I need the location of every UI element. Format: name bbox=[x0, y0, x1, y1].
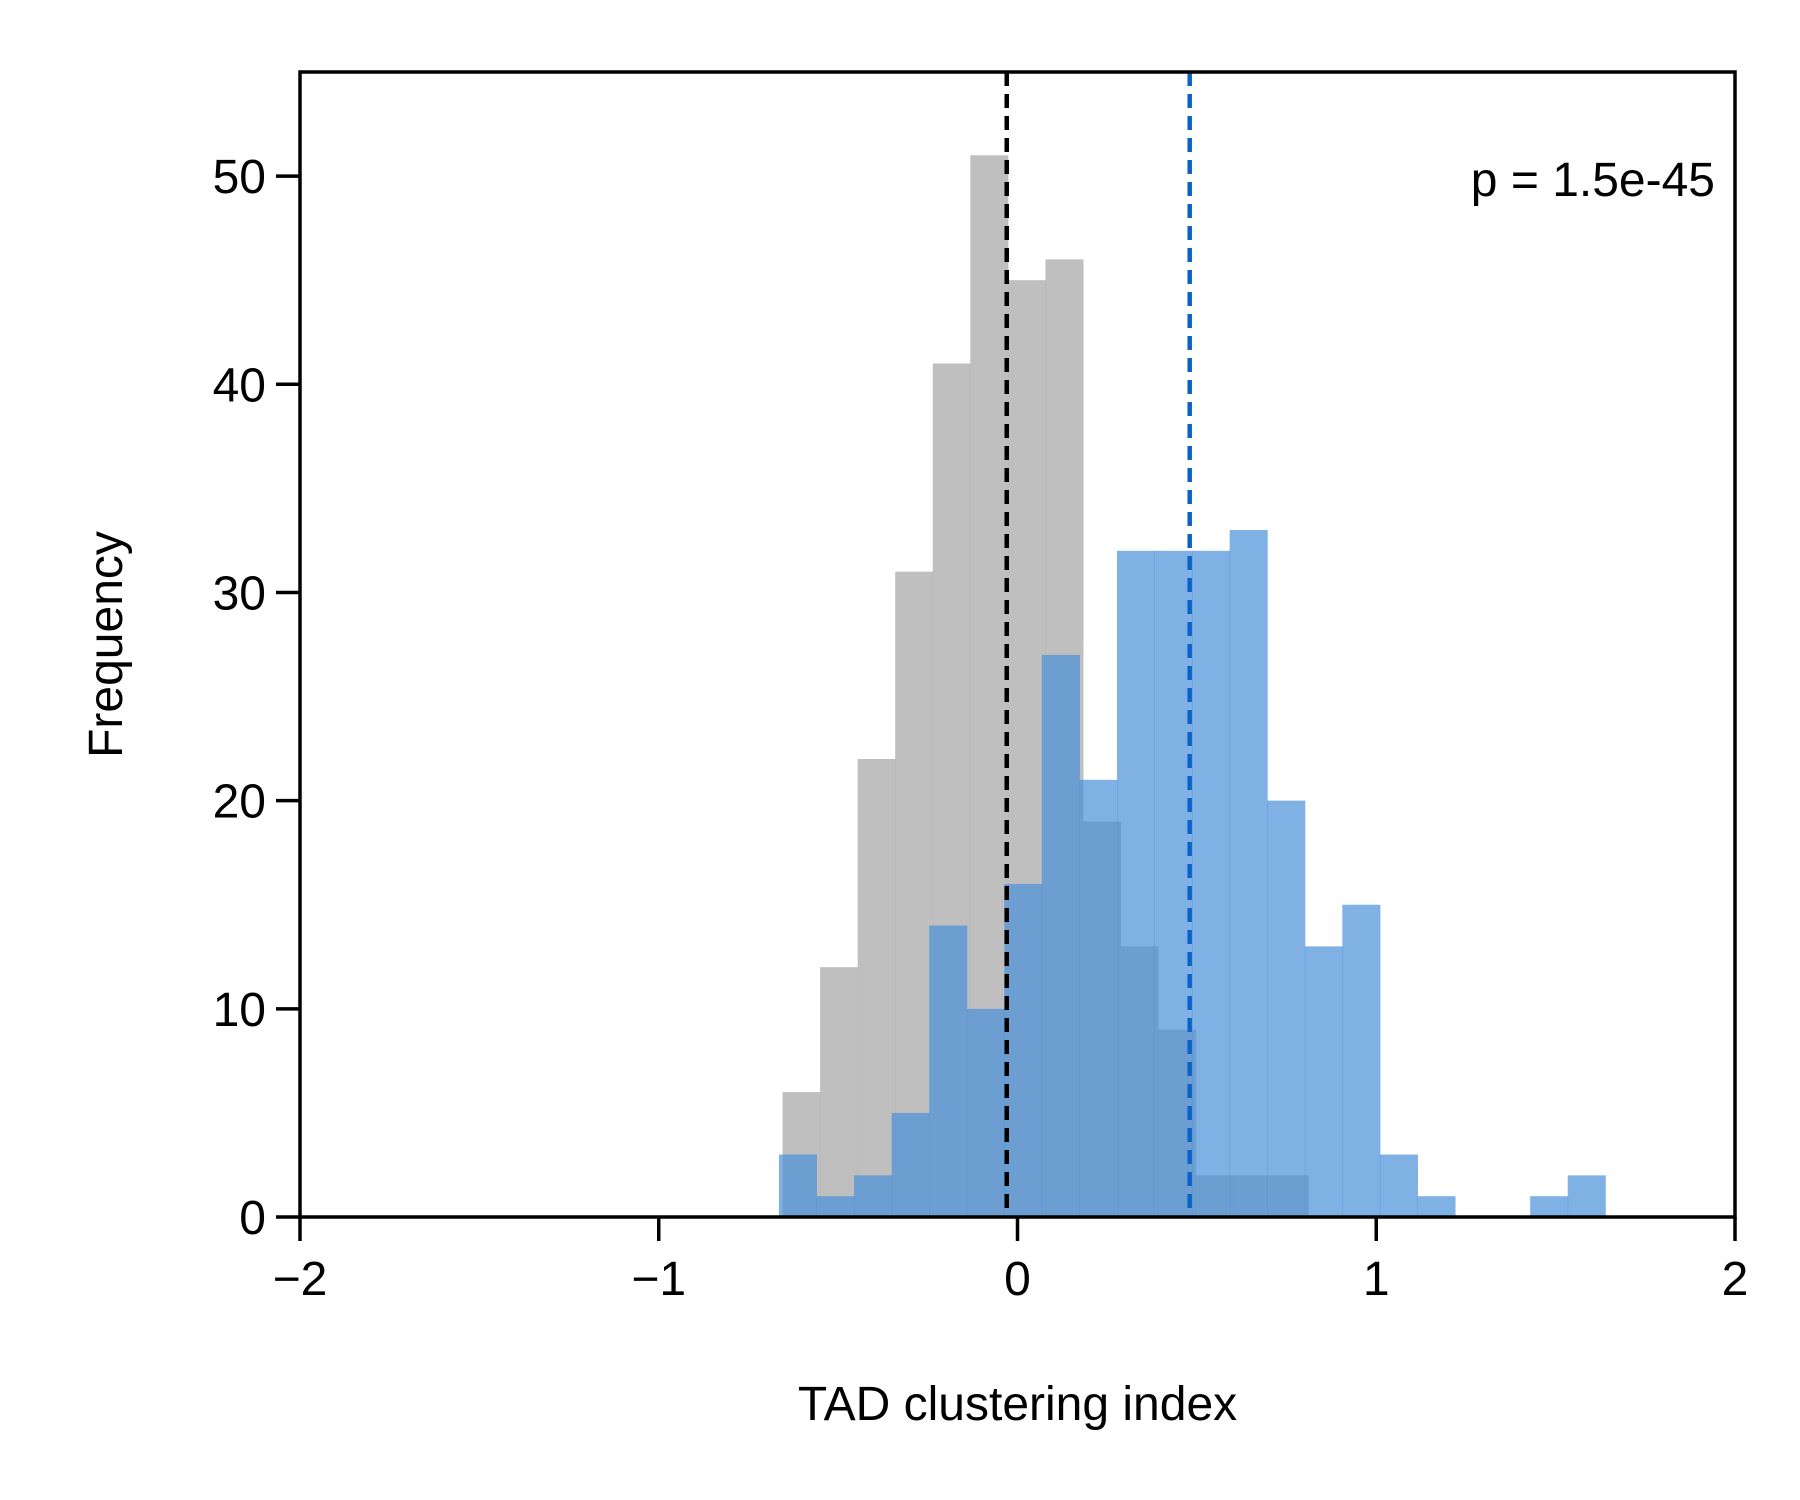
histogram-bar-series-0-bin-2 bbox=[857, 759, 896, 1217]
histogram-bar-series-0-bin-1 bbox=[820, 967, 859, 1217]
histogram-bar-series-1-bin-11 bbox=[1192, 550, 1231, 1217]
x-axis-label: TAD clustering index bbox=[798, 1378, 1237, 1431]
histogram-bar-series-1-bin-8 bbox=[1079, 779, 1118, 1217]
histogram-bar-series-1-bin-10 bbox=[1154, 550, 1193, 1217]
y-tick-label: 10 bbox=[213, 984, 266, 1037]
histogram-bar-series-1-bin-0 bbox=[778, 1154, 817, 1217]
histogram-bar-series-1-bin-12 bbox=[1229, 530, 1268, 1217]
y-axis-ticks: 0 10 20 30 40 50 bbox=[213, 151, 300, 1245]
x-axis-ticks: −2 −1 0 1 2 bbox=[273, 1217, 1749, 1306]
y-tick-label: 30 bbox=[213, 567, 266, 620]
x-tick-label: −1 bbox=[631, 1253, 686, 1306]
histogram-bar-series-1-bin-4 bbox=[929, 925, 968, 1217]
histogram-bar-series-1-bin-15 bbox=[1342, 904, 1381, 1217]
histogram-bar-series-1-bin-1 bbox=[816, 1196, 855, 1217]
x-tick-label: 0 bbox=[1004, 1253, 1031, 1306]
mean-lines bbox=[1004, 72, 1192, 1217]
histogram-bar-series-1-bin-21 bbox=[1567, 1175, 1606, 1217]
histogram-bar-series-1-bin-20 bbox=[1530, 1196, 1569, 1217]
histogram-bar-series-1-bin-3 bbox=[891, 1112, 930, 1217]
histogram-bar-series-1-bin-9 bbox=[1116, 550, 1156, 1217]
histogram-bar-series-1-bin-13 bbox=[1267, 800, 1306, 1217]
x-tick-label: 1 bbox=[1363, 1253, 1390, 1306]
histogram-bars bbox=[778, 155, 1606, 1218]
y-tick-label: 20 bbox=[213, 776, 266, 829]
y-tick-label: 0 bbox=[239, 1192, 266, 1245]
histogram-bar-series-1-bin-17 bbox=[1417, 1196, 1456, 1217]
y-axis-label: Frequency bbox=[80, 531, 133, 758]
histogram-bar-series-1-bin-14 bbox=[1304, 946, 1343, 1217]
histogram-bar-series-1-bin-7 bbox=[1041, 654, 1080, 1217]
histogram-bar-series-1-bin-2 bbox=[854, 1175, 893, 1217]
y-tick-label: 50 bbox=[213, 151, 266, 204]
histogram-bar-series-1-bin-6 bbox=[1004, 883, 1043, 1217]
histogram-bar-series-1-bin-16 bbox=[1379, 1154, 1418, 1217]
x-tick-label: −2 bbox=[273, 1253, 328, 1306]
histogram-bar-series-1-bin-5 bbox=[966, 1008, 1005, 1217]
p-value-annotation: p = 1.5e-45 bbox=[1471, 154, 1715, 207]
histogram-bar-series-0-bin-3 bbox=[895, 571, 934, 1217]
y-tick-label: 40 bbox=[213, 359, 266, 412]
x-tick-label: 2 bbox=[1722, 1253, 1749, 1306]
